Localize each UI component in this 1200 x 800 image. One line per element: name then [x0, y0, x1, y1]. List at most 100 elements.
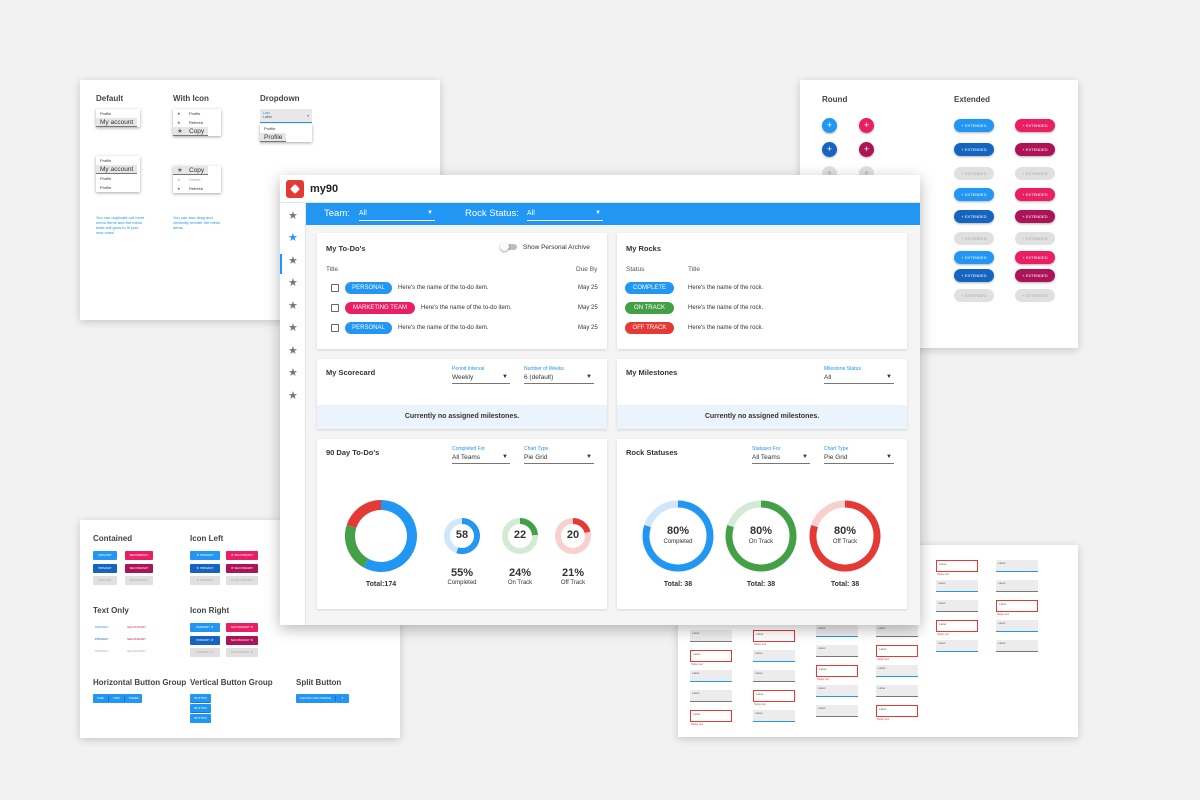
period-interval-select[interactable]: Weekly ▼ — [452, 372, 510, 384]
primary-button[interactable]: PRIMARY — [93, 551, 117, 560]
text-field[interactable]: Label — [996, 640, 1038, 652]
primary-icon-right-button[interactable]: PRIMARY ★ — [190, 636, 220, 645]
primary-text-button[interactable]: PRIMARY — [95, 637, 109, 641]
primary-button[interactable]: PRIMARY — [93, 564, 117, 573]
extended-fab-button[interactable]: + EXTENDED — [954, 210, 994, 223]
extended-fab-button[interactable]: + EXTENDED — [954, 232, 994, 245]
menu-item[interactable]: ★Profile — [177, 111, 201, 116]
nav-star-icon[interactable]: ★ — [288, 277, 298, 289]
todo-checkbox[interactable] — [331, 304, 339, 312]
nav-star-icon[interactable]: ★ — [288, 345, 298, 357]
text-field[interactable]: Label — [936, 600, 978, 612]
extended-fab-button[interactable]: + EXTENDED — [1015, 119, 1055, 132]
nav-star-icon[interactable]: ★ — [288, 210, 298, 222]
primary-text-button[interactable]: PRIMARY — [95, 625, 109, 629]
statuses-for-select[interactable]: All Teams ▼ — [752, 452, 810, 464]
todo-tag-chip[interactable]: MARKETING TEAM — [345, 302, 415, 314]
extended-fab-button[interactable]: + EXTENDED — [954, 289, 994, 302]
chart-type-select[interactable]: Pie Grid ▼ — [824, 452, 894, 464]
secondary-text-button[interactable]: SECONDARY — [127, 625, 146, 629]
menu-item[interactable]: ★ Refresh — [177, 186, 204, 191]
nav-star-icon-active[interactable]: ★ — [288, 232, 298, 244]
primary-icon-left-button[interactable]: ★ PRIMARY — [190, 551, 220, 560]
todo-item-title[interactable]: Here's the name of the to-do item. — [398, 325, 489, 331]
text-field[interactable]: Label — [816, 625, 858, 637]
secondary-icon-left-button[interactable]: ★ SECONDARY — [226, 564, 258, 573]
text-field[interactable]: Label — [816, 645, 858, 657]
secondary-icon-left-button[interactable]: ★ SECONDARY — [226, 576, 258, 585]
vgroup-button[interactable]: BUTTON — [190, 704, 211, 713]
text-field[interactable]: Label — [816, 665, 858, 677]
text-field[interactable]: Label — [690, 710, 732, 722]
primary-icon-right-button[interactable]: PRIMARY ★ — [190, 648, 220, 657]
text-field[interactable]: Label — [876, 665, 918, 677]
menu-item[interactable]: ★ Copy — [173, 166, 209, 175]
text-field[interactable]: Label — [876, 625, 918, 637]
text-field[interactable]: Label — [753, 710, 795, 722]
text-field[interactable]: Label — [753, 650, 795, 662]
text-field[interactable]: Label — [753, 670, 795, 682]
text-field[interactable]: Label — [690, 670, 732, 682]
text-field[interactable]: Label — [816, 705, 858, 717]
extended-fab-button[interactable]: + EXTENDED — [1015, 188, 1055, 201]
text-field[interactable]: Label — [936, 580, 978, 592]
rock-title[interactable]: Here's the name of the rock. — [688, 285, 764, 291]
rock-title[interactable]: Here's the name of the rock. — [688, 325, 764, 331]
text-field[interactable]: Label — [996, 560, 1038, 572]
dropdown-field[interactable]: Last Label ▾ — [260, 109, 312, 123]
round-fab-button[interactable]: + — [859, 142, 874, 157]
rock-title[interactable]: Here's the name of the rock. — [688, 305, 764, 311]
menu-item[interactable]: ★Delete — [177, 177, 201, 182]
nav-star-icon[interactable]: ★ — [288, 367, 298, 379]
todo-checkbox[interactable] — [331, 284, 339, 292]
menu-item[interactable]: ★ Refresh — [177, 120, 204, 125]
text-field[interactable]: Label — [690, 690, 732, 702]
todo-tag-chip[interactable]: PERSONAL — [345, 282, 392, 294]
menu-item[interactable]: ★ Copy — [173, 127, 209, 136]
team-filter-select[interactable]: All ▼ — [359, 208, 435, 221]
todo-item-title[interactable]: Here's the name of the to-do item. — [398, 285, 489, 291]
extended-fab-button[interactable]: + EXTENDED — [1015, 289, 1055, 302]
secondary-text-button[interactable]: SECONDARY — [127, 637, 146, 641]
text-field[interactable]: Label — [690, 650, 732, 662]
split-button-main[interactable]: SQUASH AND MERGE — [296, 694, 336, 703]
extended-fab-button[interactable]: + EXTENDED — [1015, 210, 1055, 223]
text-field[interactable]: Label — [936, 620, 978, 632]
milestone-status-select[interactable]: All ▼ — [824, 372, 894, 384]
text-field[interactable]: Label — [816, 685, 858, 697]
text-field[interactable]: Label — [753, 690, 795, 702]
group-button-two[interactable]: TWO — [109, 694, 125, 703]
secondary-button[interactable]: SECONDARY — [125, 576, 153, 585]
primary-icon-right-button[interactable]: PRIMARY ★ — [190, 623, 220, 632]
nav-star-icon[interactable]: ★ — [288, 390, 298, 402]
todo-tag-chip[interactable]: PERSONAL — [345, 322, 392, 334]
secondary-text-button[interactable]: SECONDARY — [127, 649, 146, 653]
text-field[interactable]: Label — [996, 620, 1038, 632]
nav-star-icon[interactable]: ★ — [288, 255, 298, 267]
extended-fab-button[interactable]: + EXTENDED — [1015, 251, 1055, 264]
extended-fab-button[interactable]: + EXTENDED — [954, 188, 994, 201]
menu-item[interactable]: Profile — [264, 126, 276, 131]
vgroup-button[interactable]: BUTTON — [190, 694, 211, 703]
rock-status-filter-select[interactable]: All ▼ — [527, 208, 603, 221]
text-field[interactable]: Label — [876, 645, 918, 657]
secondary-icon-right-button[interactable]: SECONDARY ★ — [226, 636, 258, 645]
text-field[interactable]: Label — [936, 560, 978, 572]
secondary-icon-right-button[interactable]: SECONDARY ★ — [226, 623, 258, 632]
extended-fab-button[interactable]: + EXTENDED — [1015, 269, 1055, 282]
menu-item[interactable]: My account — [96, 165, 138, 174]
todo-checkbox[interactable] — [331, 324, 339, 332]
show-archive-toggle[interactable] — [500, 242, 517, 251]
menu-item[interactable]: My account — [96, 118, 138, 127]
number-of-weeks-select[interactable]: 6 (default) ▼ — [524, 372, 594, 384]
rock-status-chip[interactable]: OFF TRACK — [625, 322, 674, 334]
text-field[interactable]: Label — [690, 630, 732, 642]
round-fab-button[interactable]: + — [822, 118, 837, 133]
text-field[interactable]: Label — [936, 640, 978, 652]
rock-status-chip[interactable]: COMPLETE — [625, 282, 674, 294]
secondary-button[interactable]: SECONDARY — [125, 564, 153, 573]
primary-text-button[interactable]: PRIMARY — [95, 649, 109, 653]
extended-fab-button[interactable]: + EXTENDED — [1015, 232, 1055, 245]
menu-item[interactable]: Profile — [100, 185, 112, 190]
todo-item-title[interactable]: Here's the name of the to-do item. — [421, 305, 512, 311]
